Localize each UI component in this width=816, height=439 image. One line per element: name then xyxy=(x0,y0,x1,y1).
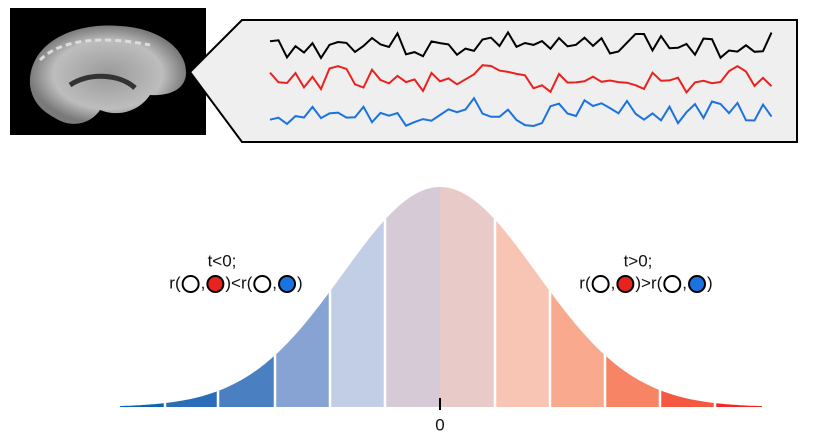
time-series-black xyxy=(269,30,773,60)
band xyxy=(550,187,605,407)
note-text: r( xyxy=(579,273,591,292)
right-condition: t>0; xyxy=(624,251,653,270)
band xyxy=(440,187,495,407)
note-text: ) xyxy=(707,273,713,292)
note-text: )<r( xyxy=(225,273,252,292)
band xyxy=(385,187,440,407)
node-circle xyxy=(181,275,200,293)
time-series-blue xyxy=(269,96,773,128)
node-circle xyxy=(278,275,297,293)
note-text: , xyxy=(611,273,616,292)
node-circle xyxy=(616,275,635,293)
distribution xyxy=(120,187,762,407)
band xyxy=(495,187,550,407)
node-circle xyxy=(206,275,225,293)
note-text: , xyxy=(272,273,277,292)
note-text: )>r( xyxy=(635,273,662,292)
node-circle xyxy=(591,275,610,293)
band xyxy=(660,187,715,407)
node-circle xyxy=(253,275,272,293)
band xyxy=(330,187,385,407)
note-text: , xyxy=(201,273,206,292)
node-circle xyxy=(688,275,707,293)
note-text: , xyxy=(682,273,687,292)
node-circle xyxy=(663,275,682,293)
band xyxy=(605,187,660,407)
band xyxy=(165,187,218,407)
time-series-red xyxy=(269,64,773,95)
brain-image xyxy=(10,8,206,135)
note-text: r( xyxy=(169,273,181,292)
left-condition: t<0; xyxy=(208,251,237,270)
band xyxy=(275,187,330,407)
band xyxy=(120,187,165,407)
axis-label: 0 xyxy=(435,415,444,434)
band xyxy=(715,187,762,407)
band xyxy=(218,187,275,407)
callout xyxy=(188,19,798,143)
note-text: ) xyxy=(297,273,303,292)
